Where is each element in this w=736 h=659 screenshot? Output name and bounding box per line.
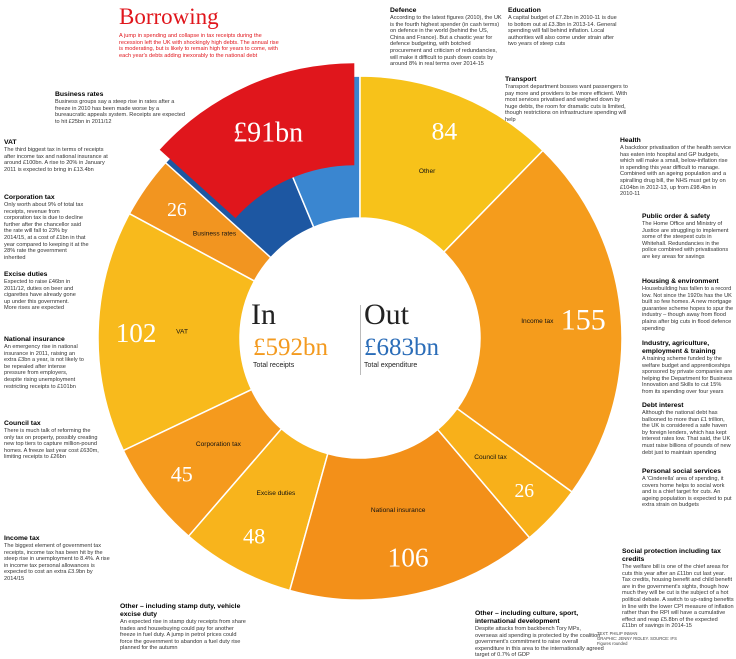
note-other-spending: Other – including culture, sport, intern… bbox=[475, 610, 605, 659]
note-text: Housebuilding has fallen to a record low… bbox=[642, 286, 734, 332]
credit-line: TEXT: PHILIP INMAN bbox=[597, 631, 638, 636]
note-text: The biggest element of government tax re… bbox=[4, 543, 110, 582]
note-industry: Industry, agriculture, employment & trai… bbox=[642, 340, 734, 396]
slice-in-7 bbox=[128, 161, 272, 283]
slice-in-0 bbox=[359, 75, 544, 254]
in-heading: In bbox=[251, 298, 276, 331]
note-text: A 'Cinderella' area of spending, it cove… bbox=[642, 476, 732, 509]
note-title: Industry, agriculture, employment & trai… bbox=[642, 340, 716, 355]
note-title: Other – including culture, sport, intern… bbox=[475, 610, 579, 625]
value-label-in-2: 26 bbox=[514, 480, 534, 502]
note-text: A training scheme funded by the welfare … bbox=[642, 356, 733, 395]
note-title: Council tax bbox=[4, 420, 41, 427]
note-title: Public order & safety bbox=[642, 213, 710, 220]
credit-line: Figures rounded bbox=[597, 641, 628, 646]
note-text: Business groups say a steep rise in rate… bbox=[55, 99, 185, 125]
note-personal-social: Personal social services A 'Cinderella' … bbox=[642, 468, 734, 509]
note-council-tax: Council tax There is much talk of reform… bbox=[4, 420, 102, 461]
note-title: Debt interest bbox=[642, 402, 684, 409]
note-title: Other – including stamp duty, vehicle ex… bbox=[120, 603, 241, 618]
note-title: Corporation tax bbox=[4, 194, 55, 201]
note-text: Transport department bosses want passeng… bbox=[505, 84, 628, 123]
note-text: The welfare bill is one of the chief are… bbox=[622, 564, 734, 630]
name-label-in-6: VAT bbox=[176, 328, 188, 335]
note-title: Defence bbox=[390, 7, 417, 14]
out-heading: Out bbox=[364, 298, 409, 331]
borrowing-description: A jump in spending and collapse in tax r… bbox=[119, 33, 279, 59]
in-out-divider bbox=[360, 305, 361, 375]
note-social-protection: Social protection including tax credits … bbox=[622, 548, 734, 630]
total-expenditure-value: £683bn bbox=[364, 334, 439, 361]
note-business-rates: Business rates Business groups say a ste… bbox=[55, 91, 189, 125]
note-title: Health bbox=[620, 137, 641, 144]
name-label-in-2: Council tax bbox=[474, 454, 507, 461]
note-title: Social protection including tax credits bbox=[622, 548, 721, 563]
value-label-in-6: 102 bbox=[116, 318, 157, 348]
note-vat: VAT The third biggest tax in terms of re… bbox=[4, 139, 114, 173]
slice-in-5 bbox=[122, 388, 283, 538]
note-text: A backdoor privatisation of the health s… bbox=[620, 145, 732, 198]
total-expenditure-label: Total expenditure bbox=[364, 362, 418, 369]
note-title: Business rates bbox=[55, 91, 104, 98]
note-text: An emergency rise in national insurance … bbox=[4, 344, 84, 390]
value-label-in-7: 26 bbox=[167, 199, 187, 221]
note-text: The third biggest tax in terms of receip… bbox=[4, 147, 108, 173]
note-text: An expected rise in stamp duty receipts … bbox=[120, 619, 246, 652]
note-income-tax: Income tax The biggest element of govern… bbox=[4, 535, 112, 583]
slice-in-4 bbox=[187, 427, 329, 592]
note-transport: Transport Transport department bosses wa… bbox=[505, 76, 629, 124]
note-text: There is much talk of reforming the only… bbox=[4, 428, 99, 461]
note-text: The Home Office and Ministry of Justice … bbox=[642, 221, 729, 260]
note-text: According to the latest figures (2010), … bbox=[390, 15, 502, 68]
note-excise-duties: Excise duties Expected to raise £46bn in… bbox=[4, 271, 80, 312]
name-label-in-7: Business rates bbox=[193, 230, 237, 237]
borrowing-value-label: £91bn bbox=[233, 118, 303, 149]
name-label-in-3: National insurance bbox=[371, 507, 426, 514]
note-text: Although the national debt has ballooned… bbox=[642, 410, 731, 456]
note-text: A capital budget of £7.2bn in 2010-11 is… bbox=[508, 15, 617, 48]
note-title: Excise duties bbox=[4, 271, 48, 278]
note-defence: Defence According to the latest figures … bbox=[390, 7, 502, 68]
note-title: National insurance bbox=[4, 336, 65, 343]
name-label-in-1: Income tax bbox=[521, 318, 554, 325]
note-title: Personal social services bbox=[642, 468, 721, 475]
slice-in-6 bbox=[97, 212, 256, 452]
value-label-in-0: 84 bbox=[432, 117, 458, 146]
borrowing-slice bbox=[159, 63, 355, 219]
name-label-in-5: Corporation tax bbox=[196, 441, 242, 448]
slice-in-1 bbox=[442, 149, 623, 493]
note-title: Income tax bbox=[4, 535, 40, 542]
value-label-in-3: 106 bbox=[387, 542, 428, 572]
value-label-in-5: 45 bbox=[171, 461, 193, 486]
note-text: Despite attacks from backbench Tory MPs,… bbox=[475, 626, 604, 659]
note-education: Education A capital budget of £7.2bn in … bbox=[508, 7, 620, 48]
note-health: Health A backdoor privatisation of the h… bbox=[620, 137, 732, 198]
note-corporation-tax: Corporation tax Only worth about 9% of t… bbox=[4, 194, 89, 261]
value-label-in-1: 155 bbox=[561, 303, 606, 336]
note-debt-interest: Debt interest Although the national debt… bbox=[642, 402, 734, 456]
note-other-receipts: Other – including stamp duty, vehicle ex… bbox=[120, 603, 246, 652]
credit-line: GRAPHIC: JENNY RIDLEY. SOURCE: IFS bbox=[597, 636, 677, 641]
slice-in-2 bbox=[436, 407, 574, 539]
credit: TEXT: PHILIP INMAN GRAPHIC: JENNY RIDLEY… bbox=[597, 631, 677, 646]
note-title: Transport bbox=[505, 76, 537, 83]
note-text: Only worth about 9% of total tax receipt… bbox=[4, 202, 89, 261]
name-label-in-4: Excise duties bbox=[256, 490, 296, 497]
value-label-in-4: 48 bbox=[243, 523, 265, 548]
note-public-order: Public order & safety The Home Office an… bbox=[642, 213, 734, 261]
total-receipts-value: £592bn bbox=[253, 334, 328, 361]
borrowing-slice-group: £91bn bbox=[159, 63, 355, 219]
note-housing: Housing & environment Housebuilding has … bbox=[642, 278, 734, 332]
note-title: VAT bbox=[4, 139, 17, 146]
note-title: Housing & environment bbox=[642, 278, 719, 285]
name-label-in-0: Other bbox=[419, 168, 436, 175]
note-text: Expected to raise £46bn in 2011/12, duti… bbox=[4, 279, 76, 312]
slice-in-3 bbox=[288, 428, 531, 601]
total-receipts-label: Total receipts bbox=[253, 362, 295, 369]
borrowing-title: Borrowing bbox=[119, 4, 219, 29]
note-title: Education bbox=[508, 7, 541, 14]
note-national-insurance: National insurance An emergency rise in … bbox=[4, 336, 86, 390]
